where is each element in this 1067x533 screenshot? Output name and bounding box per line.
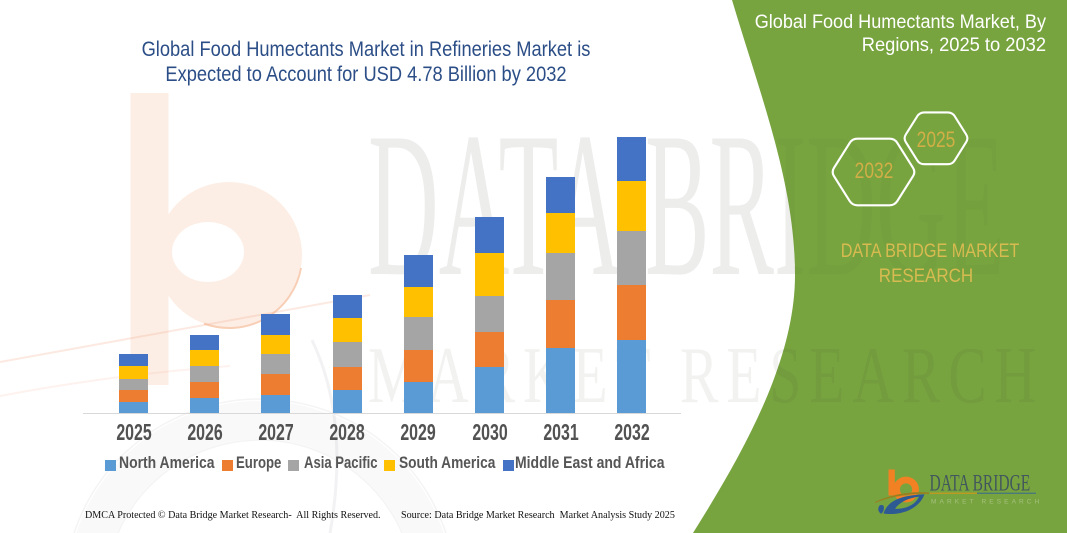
svg-text:MARKET RESEARCH: MARKET RESEARCH: [931, 499, 1042, 506]
svg-text:DATA BRIDGE: DATA BRIDGE: [930, 470, 1031, 496]
